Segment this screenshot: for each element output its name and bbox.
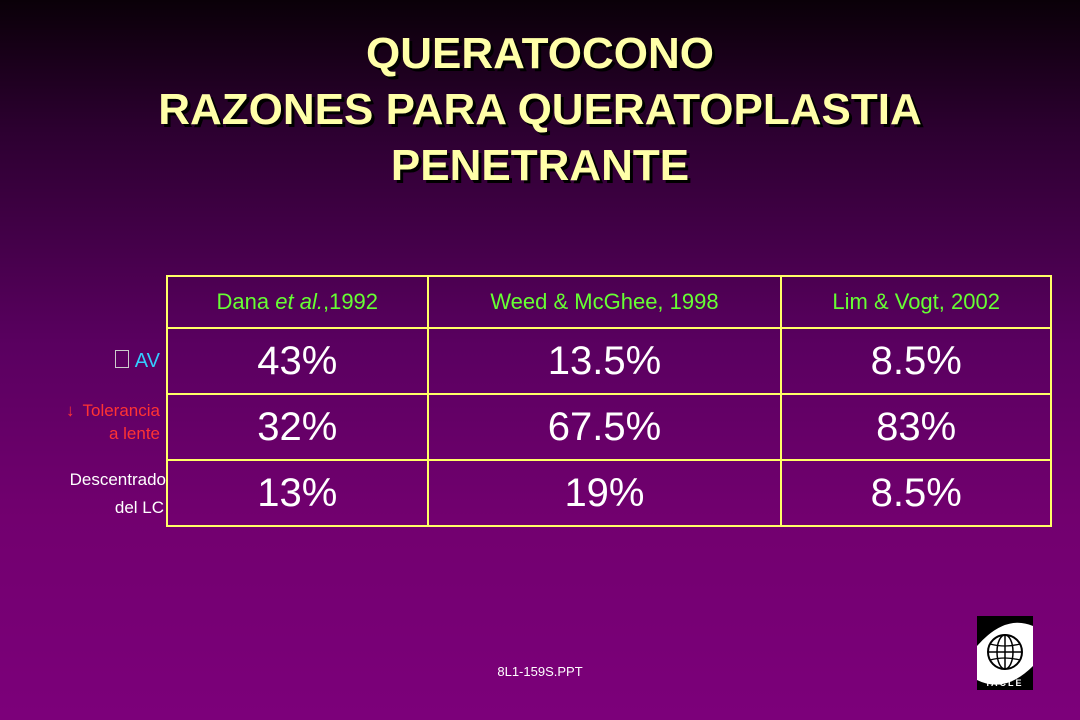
row-label-av-text: AV: [134, 350, 160, 372]
data-table: Dana et al.,1992 Weed & McGhee, 1998 Lim…: [166, 275, 1052, 527]
table-cell: 8.5%: [780, 327, 1052, 395]
row-label-descentrado: Descentrado del LC: [0, 466, 166, 522]
header-lim: Lim & Vogt, 2002: [780, 275, 1052, 329]
title-line-1: QUERATOCONO: [366, 29, 714, 78]
table-cell: 43%: [166, 327, 429, 395]
table-row: 43% 13.5% 8.5%: [166, 327, 1052, 395]
row-label-tolerancia-line2: a lente: [108, 424, 160, 443]
globe-icon: IACLE: [977, 616, 1033, 690]
table-cell: 83%: [780, 393, 1052, 461]
table-cell: 8.5%: [780, 459, 1052, 527]
table-row: 32% 67.5% 83%: [166, 393, 1052, 461]
slide-footer: 8L1-159S.PPT: [497, 664, 583, 679]
table-header-row: Dana et al.,1992 Weed & McGhee, 1998 Lim…: [166, 275, 1052, 329]
row-label-tolerancia: ↓ Tolerancia a lente: [0, 399, 160, 445]
title-line-3: PENETRANTE: [390, 141, 690, 190]
table-cell: 67.5%: [426, 393, 783, 461]
box-glyph-icon: [114, 350, 129, 368]
table-cell: 19%: [426, 459, 783, 527]
table-row: 13% 19% 8.5%: [166, 459, 1052, 527]
slide-title: QUERATOCONO RAZONES PARA QUERATOPLASTIA …: [0, 26, 1080, 194]
iacle-logo: IACLE: [977, 616, 1033, 690]
title-line-2: RAZONES PARA QUERATOPLASTIA: [158, 85, 922, 134]
row-label-descentrado-line2: del LC: [114, 498, 164, 517]
arrow-down-icon: ↓: [66, 401, 75, 420]
header-weed: Weed & McGhee, 1998: [426, 275, 783, 329]
row-label-av: AV: [0, 348, 160, 374]
table-cell: 13.5%: [426, 327, 783, 395]
row-label-descentrado-line1: Descentrado: [69, 470, 166, 489]
svg-text:IACLE: IACLE: [987, 678, 1024, 688]
row-label-tolerancia-line1: Tolerancia: [82, 401, 161, 420]
header-dana: Dana et al.,1992: [166, 275, 429, 329]
table-cell: 32%: [166, 393, 429, 461]
table-cell: 13%: [166, 459, 429, 527]
